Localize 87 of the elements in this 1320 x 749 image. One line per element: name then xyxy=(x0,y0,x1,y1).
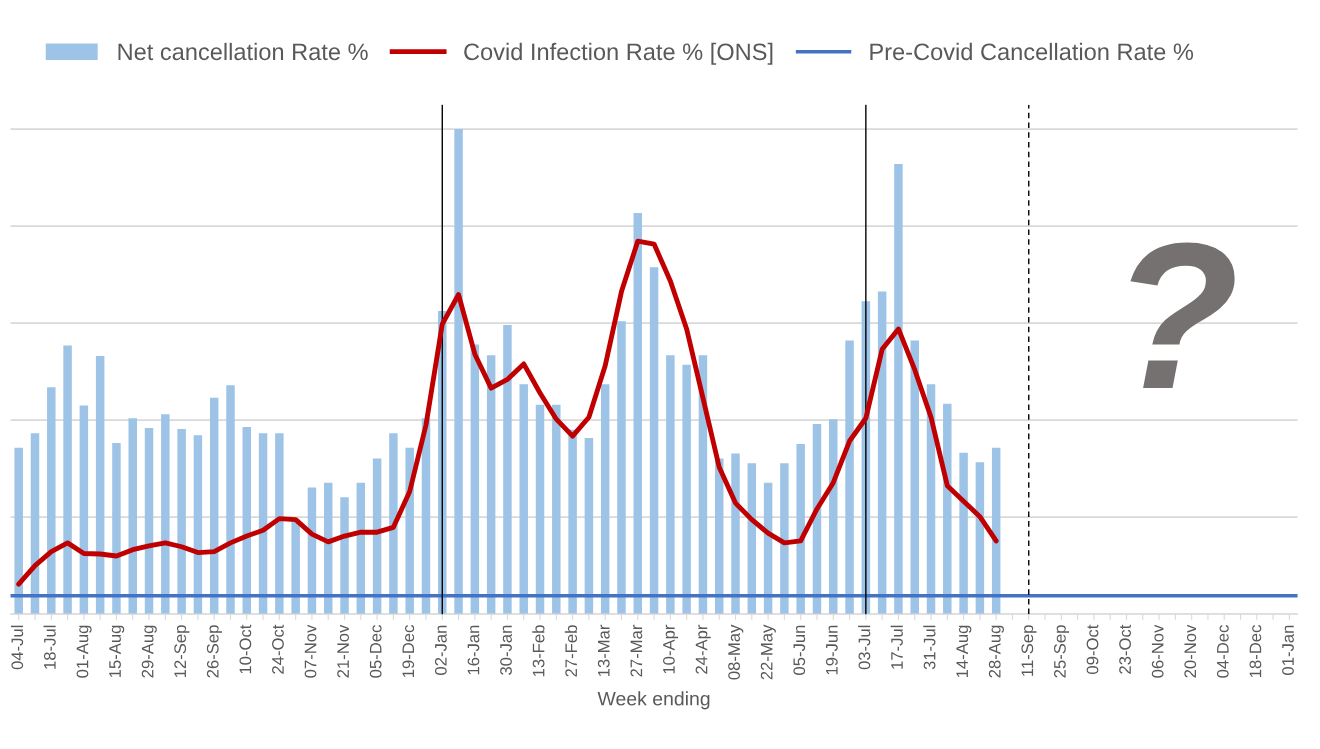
bar xyxy=(486,355,496,615)
bar xyxy=(780,463,789,615)
x-tick-label: 25-Sep xyxy=(1054,625,1070,678)
bar xyxy=(275,433,284,615)
x-tick-label: 13-Mar xyxy=(597,624,610,677)
x-tick-label: 17-Jul xyxy=(890,625,903,669)
bar xyxy=(633,213,642,615)
x-tick-label: 09-Oct xyxy=(1086,624,1099,674)
legend-label: Net cancellation Rate % xyxy=(118,42,368,61)
bar xyxy=(242,426,252,615)
bar xyxy=(503,325,512,615)
bar xyxy=(161,414,170,615)
bar xyxy=(894,164,903,615)
bar xyxy=(943,403,952,615)
x-tick-label: 30-Jan xyxy=(500,625,512,675)
legend-label: Pre-Covid Cancellation Rate % xyxy=(870,42,1194,61)
bar xyxy=(731,453,740,615)
x-tick-label: 18-Dec xyxy=(1249,625,1262,678)
annotation: ? xyxy=(1130,242,1235,388)
x-tick-label: 16-Jan xyxy=(467,625,480,675)
x-tick-label: 08-May xyxy=(728,624,744,680)
bar xyxy=(796,443,805,615)
bar xyxy=(600,384,610,615)
x-tick-label: 21-Nov xyxy=(337,624,349,678)
bar xyxy=(372,458,382,615)
bar xyxy=(63,345,72,615)
bar xyxy=(112,442,121,615)
x-tick-label: 04-Dec xyxy=(1216,625,1229,678)
x-tick-label: 01-Jan xyxy=(1282,625,1294,675)
bar xyxy=(14,447,23,615)
bar xyxy=(649,267,659,615)
x-tick-label: 24-Oct xyxy=(272,624,284,674)
bar xyxy=(959,452,968,615)
x-tick-label: 07-Nov xyxy=(304,624,317,678)
bar xyxy=(617,321,626,615)
bar xyxy=(666,355,675,615)
x-tick-label: 18-Jul xyxy=(43,625,56,669)
x-tick-label: 03-Jul xyxy=(858,625,871,670)
bar xyxy=(177,428,186,615)
bar xyxy=(910,340,919,615)
bar xyxy=(79,405,89,615)
x-tick-label: 10-Oct xyxy=(239,624,252,674)
x-tick-label: 26-Sep xyxy=(206,625,222,678)
x-tick-label: 15-Aug xyxy=(109,625,125,678)
bar xyxy=(128,418,137,615)
x-tick-label: 10-Apr xyxy=(663,624,679,674)
bar xyxy=(193,435,203,615)
x-tick-label: 28-Aug xyxy=(988,625,1004,678)
bar xyxy=(682,364,691,615)
bar xyxy=(291,519,300,615)
bar xyxy=(845,340,854,615)
bar xyxy=(568,429,577,615)
bar xyxy=(47,387,56,615)
x-tick-label: 01-Aug xyxy=(76,625,92,678)
x-tick-label: 04-Jul xyxy=(10,625,24,670)
bar xyxy=(552,404,561,615)
x-tick-label: 06-Nov xyxy=(1151,624,1164,678)
x-tick-label: 05-Dec xyxy=(369,625,382,678)
x-tick-label: 27-Feb xyxy=(564,625,578,677)
bar xyxy=(209,397,219,615)
x-tick-label: 02-Jan xyxy=(434,625,447,675)
x-tick-label: 20-Nov xyxy=(1184,624,1197,678)
x-tick-label: 27-Mar xyxy=(630,624,643,677)
x-tick-label: 19-Jun xyxy=(825,625,838,675)
bar xyxy=(535,404,545,615)
x-tick-label: 24-Apr xyxy=(695,624,711,674)
bar xyxy=(95,356,105,615)
bar xyxy=(584,438,594,615)
legend-label: Covid Infection Rate % [ONS] xyxy=(464,42,773,65)
x-tick-label: 05-Jun xyxy=(793,625,806,675)
x-tick-label: 31-Jul xyxy=(923,625,936,670)
x-tick-label: 22-May xyxy=(760,624,776,680)
x-tick-label: 23-Oct xyxy=(1119,624,1131,674)
bar xyxy=(519,384,528,615)
x-tick-label: 11-Sep xyxy=(1021,625,1037,676)
x-tick-label: 12-Sep xyxy=(174,625,190,678)
bar xyxy=(258,433,268,615)
bar xyxy=(454,129,463,615)
bar xyxy=(389,433,398,615)
x-axis-title: Week ending xyxy=(597,691,710,710)
bar xyxy=(226,385,235,615)
x-tick-label: 19-Dec xyxy=(402,625,415,678)
bar xyxy=(340,497,349,615)
x-tick-label: 13-Feb xyxy=(532,625,545,677)
x-tick-label: 29-Aug xyxy=(141,625,157,678)
bar xyxy=(144,427,154,615)
x-tick-label: 14-Aug xyxy=(956,625,972,678)
